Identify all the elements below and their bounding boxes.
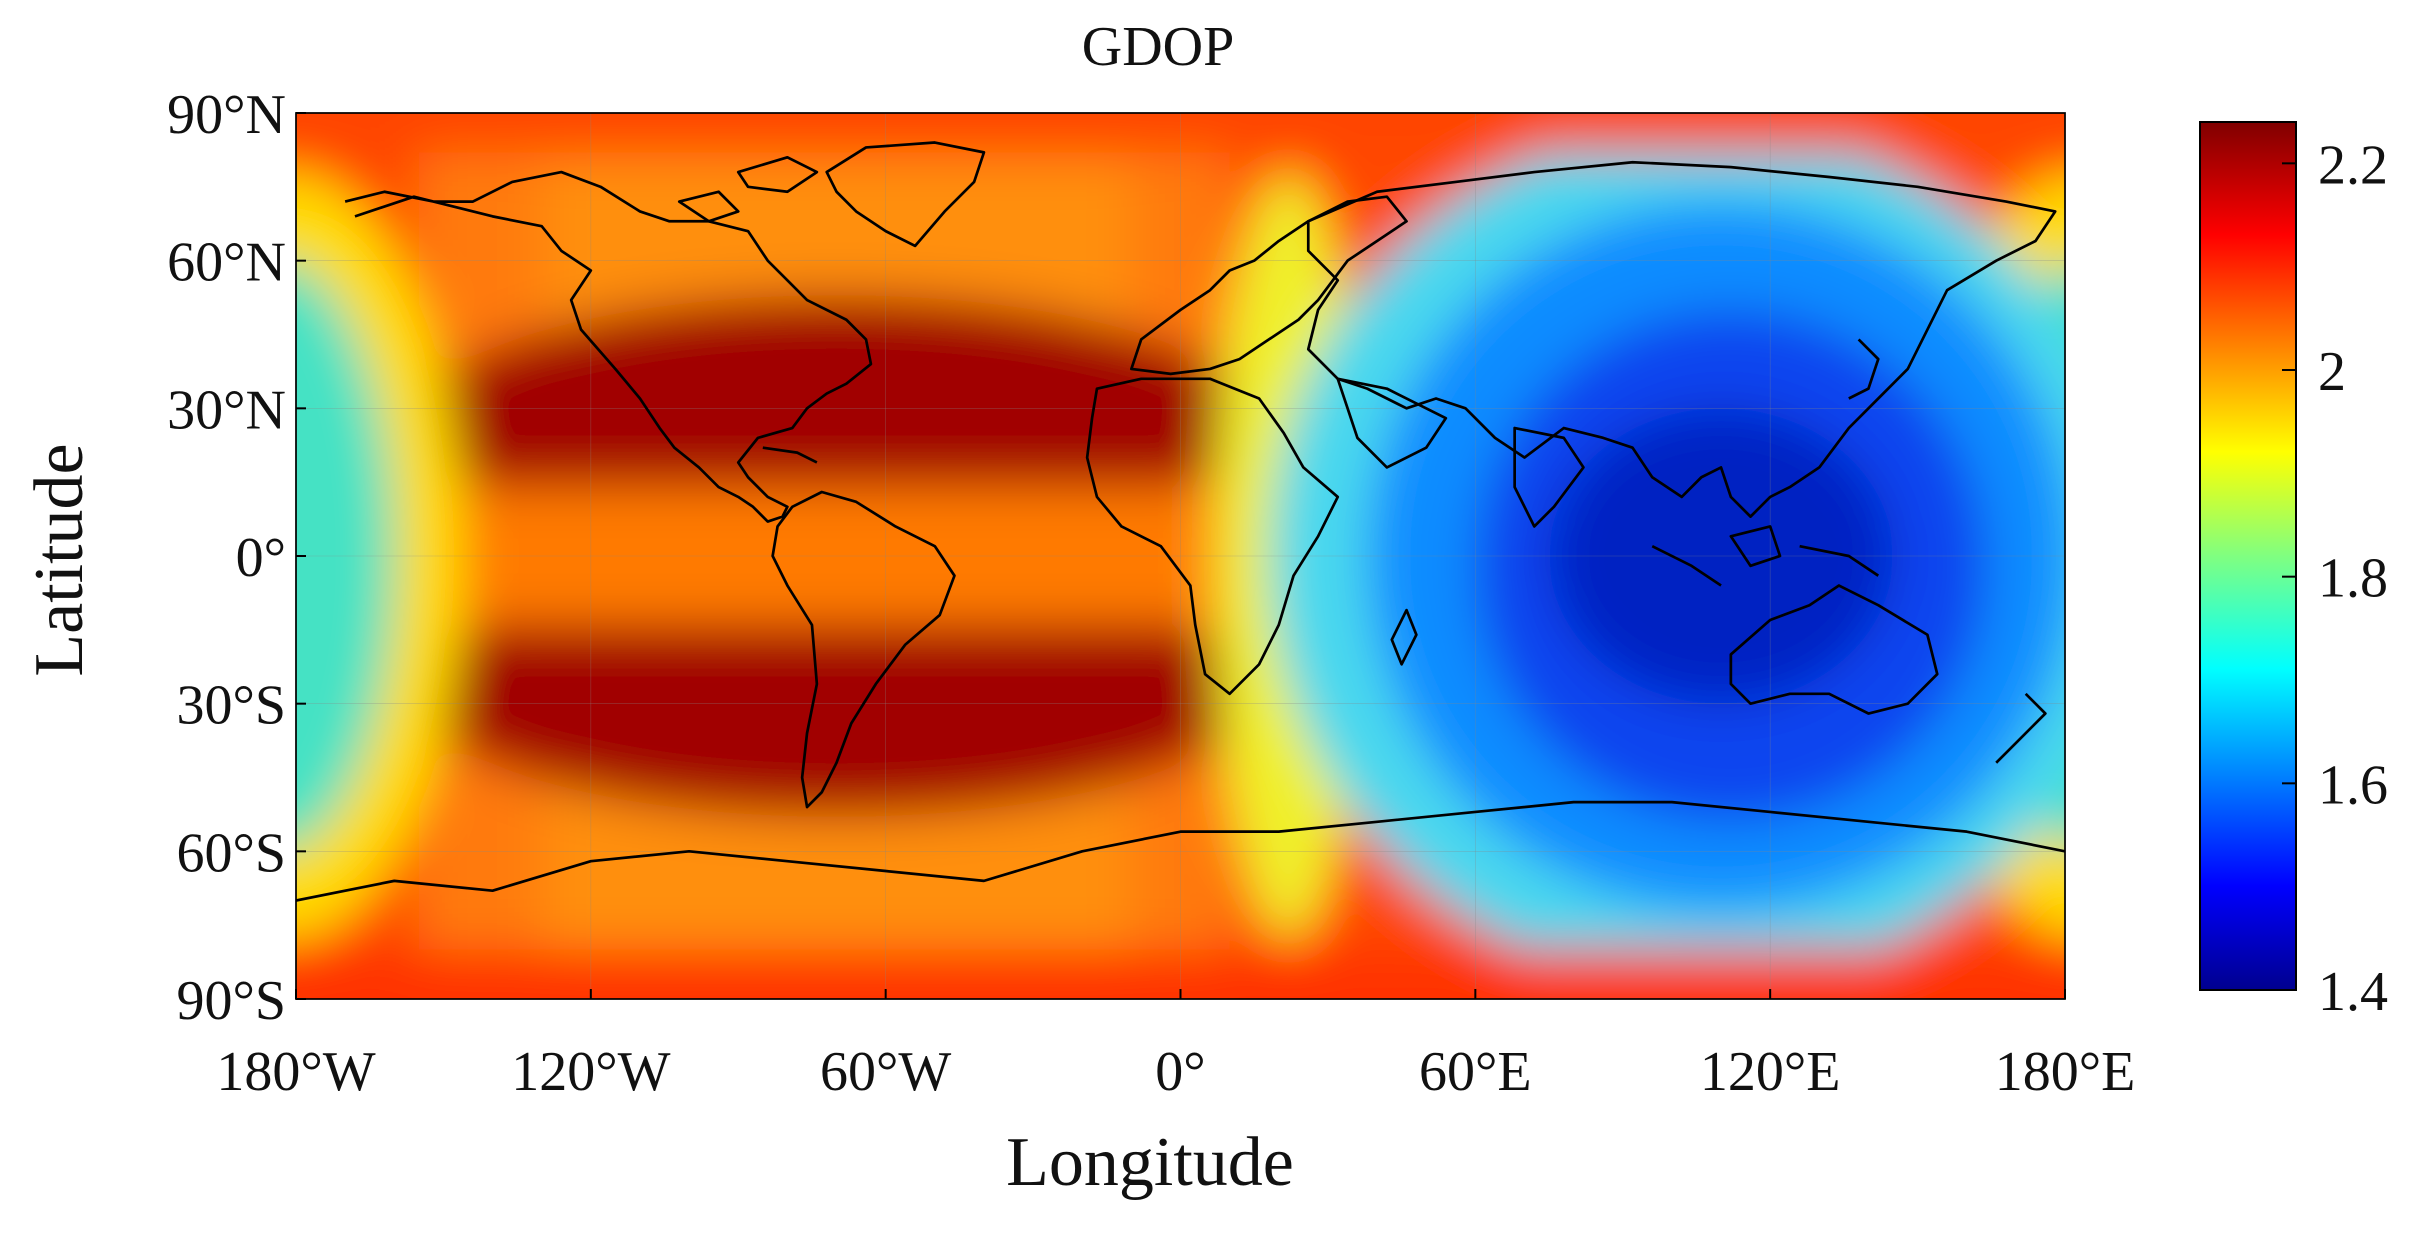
colorbar-tick-label: 1.4 bbox=[2318, 961, 2388, 1023]
map-grid bbox=[296, 113, 2066, 999]
x-tick-label: 0° bbox=[1155, 1041, 1205, 1103]
y-tick-label: 30°N bbox=[167, 379, 286, 441]
x-axis-label: Longitude bbox=[1006, 1124, 1294, 1201]
gdop-field bbox=[296, 113, 2066, 999]
colorbar-gradient bbox=[2199, 121, 2297, 991]
x-tick-label: 120°E bbox=[1700, 1041, 1841, 1103]
y-axis-label: Latitude bbox=[21, 443, 98, 676]
y-tick-label: 60°S bbox=[176, 822, 286, 884]
x-tick-label: 180°W bbox=[216, 1041, 375, 1103]
y-tick-label: 30°S bbox=[176, 675, 286, 737]
y-tick-label: 90°S bbox=[176, 970, 286, 1032]
x-axis-ticks: 180°W 120°W 60°W 0° 60°E 120°E 180°E bbox=[216, 989, 2135, 1103]
x-tick-label: 60°E bbox=[1419, 1041, 1532, 1103]
x-tick-label: 120°W bbox=[511, 1041, 670, 1103]
colorbar-tick-label: 2 bbox=[2318, 341, 2346, 403]
x-tick-label: 60°W bbox=[820, 1041, 951, 1103]
colorbar-tick-label: 2.2 bbox=[2318, 134, 2388, 196]
x-tick-label: 180°E bbox=[1995, 1041, 2136, 1103]
plot-title: GDOP bbox=[1082, 16, 1234, 78]
map-plot-area bbox=[295, 112, 2066, 1000]
colorbar-ticks: 2.2 2 1.8 1.6 1.4 bbox=[2282, 134, 2388, 1023]
y-tick-label: 90°N bbox=[167, 84, 286, 146]
coastlines bbox=[296, 141, 2066, 902]
y-axis-ticks: 90°N 60°N 30°N 0° 30°S 60°S 90°S bbox=[167, 84, 306, 1032]
colorbar-tick-label: 1.8 bbox=[2318, 548, 2388, 610]
y-tick-label: 60°N bbox=[167, 232, 286, 294]
colorbar-tick-label: 1.6 bbox=[2318, 754, 2388, 816]
y-tick-label: 0° bbox=[236, 527, 286, 589]
colorbar: 2.2 2 1.8 1.6 1.4 bbox=[2199, 121, 2388, 1023]
